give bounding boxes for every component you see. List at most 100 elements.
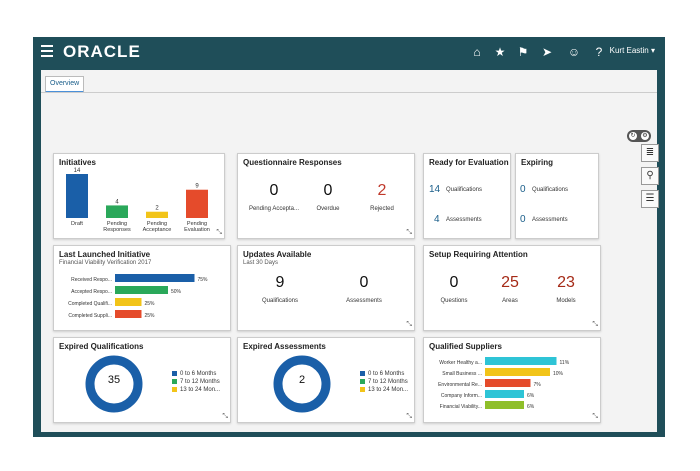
expired-qualifications-card[interactable]: Expired Qualifications 35 0 to 6 Months … [53, 337, 231, 423]
pending-acceptance-label: Pending Accepta... [248, 206, 300, 212]
document-icon[interactable]: ≣ [641, 144, 659, 162]
ready-for-evaluation-card[interactable]: Ready for Evaluation 14 Qualifications 4… [423, 153, 511, 239]
donut-ring [85, 355, 143, 413]
legend-item: 7 to 12 Months [360, 379, 408, 385]
bar[interactable] [146, 211, 168, 218]
overdue-label: Overdue [316, 206, 340, 212]
card-title: Setup Requiring Attention [429, 250, 528, 259]
view-toggle[interactable]: ↻ ⚙ [627, 130, 651, 142]
bar[interactable] [115, 298, 142, 306]
card-subtitle: Financial Viability Verification 2017 [59, 260, 152, 266]
areas-count: 25 [501, 274, 519, 291]
refresh-icon[interactable]: ↻ [629, 132, 637, 140]
updates-available-card[interactable]: Updates Available Last 30 Days 9 Qualifi… [237, 245, 415, 331]
category-label: Environmental Re... [438, 382, 482, 388]
card-title: Expired Assessments [243, 342, 326, 351]
qualifications-count: 0 [520, 184, 526, 195]
card-title: Expiring [521, 158, 554, 167]
data-label: 11% [560, 360, 570, 366]
card-title: Questionnaire Responses [243, 158, 342, 167]
bar[interactable] [485, 390, 524, 398]
bar[interactable] [485, 368, 550, 376]
bar[interactable] [115, 274, 195, 282]
legend-item: 0 to 6 Months [360, 371, 404, 377]
resize-handle[interactable]: ⤡ [592, 413, 598, 420]
category-label: Worker Healthy a... [439, 360, 482, 366]
setup-requiring-attention-card[interactable]: Setup Requiring Attention 0 Questions 25… [423, 245, 601, 331]
category-label: Evaluation [184, 227, 210, 233]
qualifications-label: Qualifications [532, 187, 569, 193]
resize-handle[interactable]: ⤡ [216, 229, 222, 236]
category-label: Completed Qualifi... [68, 301, 112, 307]
expiring-card[interactable]: Expiring 0 Qualifications 0 Assessments [515, 153, 599, 239]
category-label: Company Inform... [441, 393, 482, 399]
qualifications-count: 9 [275, 274, 285, 291]
resize-handle[interactable]: ⤡ [406, 413, 412, 420]
data-label: 9 [195, 184, 199, 190]
card-title: Initiatives [59, 158, 96, 167]
bar[interactable] [485, 379, 531, 387]
resize-handle[interactable]: ⤡ [406, 321, 412, 328]
home-icon[interactable]: ⌂ [473, 45, 481, 59]
card-title: Updates Available [243, 250, 312, 259]
rejected-label: Rejected [370, 206, 394, 212]
category-label: Draft [71, 221, 83, 227]
questions-count: 0 [449, 274, 459, 291]
category-label: Financial Viability... [440, 404, 482, 410]
user-menu[interactable]: Kurt Eastin ▾ [609, 46, 655, 55]
category-label: Accepted Respo... [71, 289, 112, 295]
data-label: 4 [115, 199, 119, 205]
card-title: Qualified Suppliers [429, 342, 502, 351]
initiatives-card[interactable]: Initiatives 14 Draft 4 Pending Responses 2 Pen… [53, 153, 225, 239]
bar[interactable] [186, 189, 208, 218]
initiatives-chart: 14Draft4PendingResponses2PendingAcceptan… [66, 168, 210, 233]
tab-overview[interactable]: Overview [45, 76, 85, 93]
data-label: 25% [145, 301, 156, 307]
top-bar: ORACLE ⌂ ★ ⚑ ➤ ☺ ? Kurt Eastin ▾ [33, 37, 665, 67]
search-icon[interactable]: ⚲ [641, 167, 659, 185]
resize-handle[interactable]: ⤡ [406, 229, 412, 236]
menu-icon[interactable] [41, 45, 53, 57]
qualified-suppliers-card[interactable]: Qualified Suppliers Worker Healthy a... 1… [423, 337, 601, 423]
questionnaire-card[interactable]: Questionnaire Responses 0 Pending Accept… [237, 153, 415, 239]
bar[interactable] [66, 174, 88, 218]
bar[interactable] [115, 286, 168, 294]
list-icon[interactable]: ☰ [641, 190, 659, 208]
qualifications-count: 14 [429, 184, 441, 195]
category-label: Pending [107, 221, 127, 227]
settings-icon[interactable]: ⚙ [641, 132, 649, 140]
accessibility-icon[interactable]: ☺ [567, 45, 581, 59]
last-launched-initiative-card[interactable]: Last Launched Initiative Financial Viabi… [53, 245, 231, 331]
data-label: 50% [171, 289, 182, 295]
card-title: Ready for Evaluation [429, 158, 509, 167]
expired-assessments-card[interactable]: Expired Assessments 2 0 to 6 Months 7 to… [237, 337, 415, 423]
category-label: Small Business ... [442, 371, 482, 377]
star-icon[interactable]: ★ [494, 45, 506, 59]
resize-handle[interactable]: ⤡ [592, 321, 598, 328]
legend-item: 7 to 12 Months [172, 379, 220, 385]
data-label: 7% [534, 382, 542, 388]
bar[interactable] [485, 401, 524, 409]
flag-icon[interactable]: ⚑ [517, 45, 529, 59]
assessments-count: 0 [359, 274, 369, 291]
data-label: 10% [553, 371, 564, 377]
bar[interactable] [106, 205, 128, 218]
resize-handle[interactable]: ⤡ [222, 413, 228, 420]
bar[interactable] [115, 310, 142, 318]
data-label: 6% [527, 404, 535, 410]
rejected-count: 2 [377, 182, 387, 199]
legend-item: 0 to 6 Months [172, 371, 216, 377]
expired-assessments-total: 2 [298, 374, 306, 386]
data-label: 14 [74, 168, 81, 174]
card-title: Last Launched Initiative [59, 250, 151, 259]
help-icon[interactable]: ? [595, 45, 603, 59]
navigator-icon[interactable]: ➤ [541, 45, 553, 59]
assessments-count: 0 [520, 214, 526, 225]
category-label: Received Respo... [71, 277, 112, 283]
donut-ring [273, 355, 331, 413]
category-label: Responses [103, 227, 131, 233]
assessments-label: Assessments [346, 298, 382, 304]
qualified-suppliers-chart: Worker Healthy a... 11% Small Business ...… [438, 357, 570, 410]
category-label: Acceptance [143, 227, 172, 233]
bar[interactable] [485, 357, 557, 365]
